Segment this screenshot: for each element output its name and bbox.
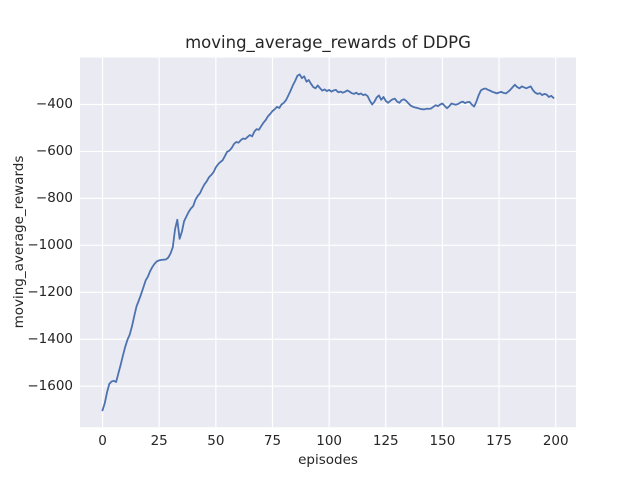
x-tick-label: 25 [150,433,168,449]
y-tick-label: −600 [35,143,73,160]
y-tick-label: −1600 [27,378,73,395]
x-axis-label: episodes [298,452,358,468]
y-tick-label: −1400 [27,331,73,348]
x-tick-label: 175 [486,433,512,449]
x-tick-label: 50 [207,433,225,449]
y-tick-label: −1200 [27,284,73,301]
x-tick-label: 100 [316,433,343,449]
x-tick-label: 0 [98,433,107,449]
axes-background [80,57,576,428]
y-tick-label: −1000 [27,237,73,254]
x-tick-label: 75 [263,433,282,449]
x-tick-label: 200 [542,433,569,449]
y-tick-label: −800 [35,190,73,207]
y-tick-label: −400 [35,96,73,113]
x-tick-label: 150 [429,433,456,449]
series-line-moving_average_rewards [101,73,555,412]
chart-title: moving_average_rewards of DDPG [185,33,471,52]
x-tick-label: 125 [372,433,399,449]
